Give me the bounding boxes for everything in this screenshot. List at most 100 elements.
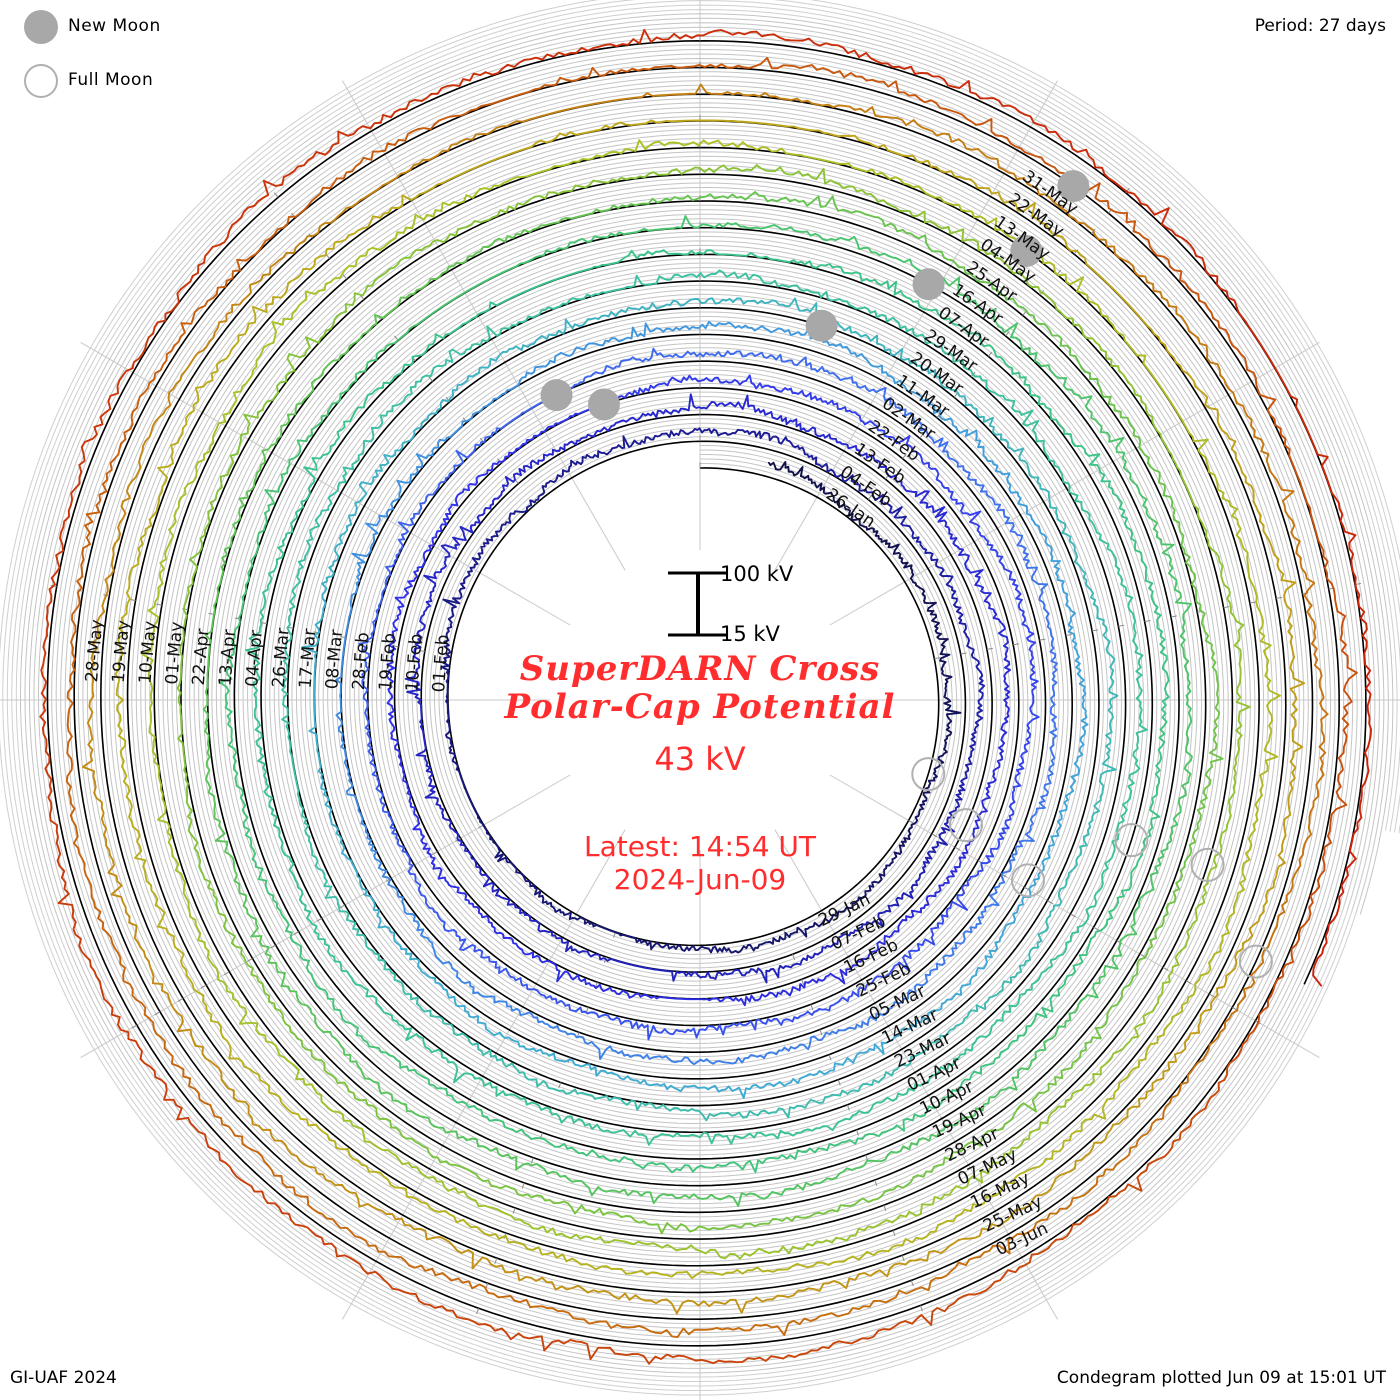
day-tick bbox=[908, 820, 915, 824]
trace-segment bbox=[658, 249, 779, 261]
trace-segment bbox=[632, 1324, 740, 1338]
trace-segment bbox=[358, 618, 377, 664]
trace-segment bbox=[1154, 679, 1170, 788]
trace-segment bbox=[424, 796, 460, 842]
trace-segment bbox=[661, 969, 700, 982]
trace-segment bbox=[1246, 414, 1295, 507]
trace-segment bbox=[805, 1176, 838, 1187]
trace-segment bbox=[415, 996, 423, 1011]
trace-segment bbox=[181, 742, 193, 836]
trace-segment bbox=[497, 856, 518, 874]
day-tick bbox=[1022, 310, 1027, 316]
trace-segment bbox=[943, 682, 952, 705]
trace-segment bbox=[321, 531, 346, 596]
trace-segment bbox=[362, 1268, 448, 1312]
trace-segment bbox=[1133, 826, 1174, 920]
trace-segment bbox=[264, 402, 334, 493]
trace-segment bbox=[784, 1007, 831, 1023]
trace-segment bbox=[1252, 938, 1300, 1033]
trace-segment bbox=[579, 916, 600, 928]
trace-segment bbox=[405, 781, 425, 838]
trace-segment bbox=[922, 844, 940, 864]
trace-segment bbox=[251, 303, 268, 314]
trace-segment bbox=[1015, 590, 1026, 619]
trace-segment bbox=[1192, 333, 1249, 417]
trace-segment bbox=[459, 566, 473, 590]
trace-segment bbox=[998, 1006, 1048, 1059]
trace-segment bbox=[299, 1117, 338, 1149]
trace-segment bbox=[871, 491, 887, 505]
trace-segment bbox=[273, 205, 353, 265]
trace-segment bbox=[426, 851, 450, 886]
trace-segment bbox=[983, 885, 1000, 913]
trace-segment bbox=[445, 1309, 543, 1341]
trace-segment bbox=[667, 1056, 715, 1066]
trace-segment bbox=[758, 430, 781, 444]
trace-segment bbox=[885, 851, 903, 867]
trace-segment bbox=[147, 960, 197, 1047]
trace-segment bbox=[1191, 500, 1231, 595]
trace-segment bbox=[835, 1150, 893, 1179]
trace-segment bbox=[1084, 405, 1148, 501]
trace-segment bbox=[970, 719, 980, 744]
trace-segment bbox=[936, 897, 969, 929]
trace-segment bbox=[789, 387, 834, 405]
trace-segment bbox=[508, 506, 529, 520]
trace-segment bbox=[880, 171, 1006, 234]
trace-segment bbox=[245, 581, 272, 692]
trace-segment bbox=[895, 896, 900, 907]
trace-segment bbox=[686, 350, 735, 358]
trace-segment bbox=[925, 242, 965, 269]
trace-segment bbox=[579, 169, 673, 189]
trace-segment bbox=[335, 1146, 359, 1162]
trace-segment bbox=[498, 966, 539, 992]
trace-segment bbox=[745, 983, 802, 1003]
trace-segment bbox=[672, 1107, 697, 1112]
trace-segment bbox=[964, 632, 975, 656]
trace-segment bbox=[477, 1048, 539, 1088]
trace-segment bbox=[583, 371, 604, 379]
trace-segment bbox=[766, 33, 861, 59]
trace-segment bbox=[440, 657, 451, 672]
trace-segment bbox=[934, 625, 949, 646]
trace-segment bbox=[969, 910, 987, 929]
trace-segment bbox=[374, 587, 386, 621]
trace-segment bbox=[167, 437, 181, 468]
trace-segment bbox=[275, 443, 336, 565]
trace-segment bbox=[977, 148, 1033, 188]
trace-segment bbox=[490, 922, 535, 959]
trace-segment bbox=[861, 911, 884, 928]
day-tick bbox=[476, 1308, 480, 1315]
trace-segment bbox=[767, 461, 777, 471]
trace-segment bbox=[898, 840, 907, 854]
trace-segment bbox=[993, 1229, 1072, 1283]
day-tick bbox=[246, 957, 253, 962]
trace-segment bbox=[634, 937, 656, 951]
trace-segment bbox=[1266, 684, 1281, 722]
trace-segment bbox=[448, 749, 459, 771]
trace-segment bbox=[893, 891, 937, 933]
trace-segment bbox=[1016, 744, 1028, 771]
trace-segment bbox=[452, 506, 492, 547]
trace-segment bbox=[1107, 480, 1148, 582]
trace-segment bbox=[984, 538, 1013, 577]
trace-segment bbox=[341, 1113, 345, 1122]
trace-segment bbox=[529, 1305, 635, 1329]
trace-segment bbox=[482, 1179, 502, 1190]
trace-segment bbox=[1312, 857, 1357, 987]
trace-segment bbox=[888, 504, 907, 525]
trace-segment bbox=[753, 1349, 819, 1362]
full-moon-legend-label: Full Moon bbox=[68, 70, 154, 90]
trace-segment bbox=[374, 857, 388, 872]
trace-segment bbox=[466, 363, 491, 382]
trace-segment bbox=[555, 459, 573, 480]
day-tick bbox=[986, 647, 993, 650]
trace-segment bbox=[1042, 604, 1057, 656]
trace-segment bbox=[1130, 956, 1146, 983]
trace-segment bbox=[232, 317, 285, 406]
trace-segment bbox=[390, 726, 408, 784]
trace-segment bbox=[666, 374, 708, 387]
trace-segment bbox=[386, 1091, 445, 1129]
trace-segment bbox=[180, 216, 243, 290]
trace-segment bbox=[1233, 686, 1251, 784]
